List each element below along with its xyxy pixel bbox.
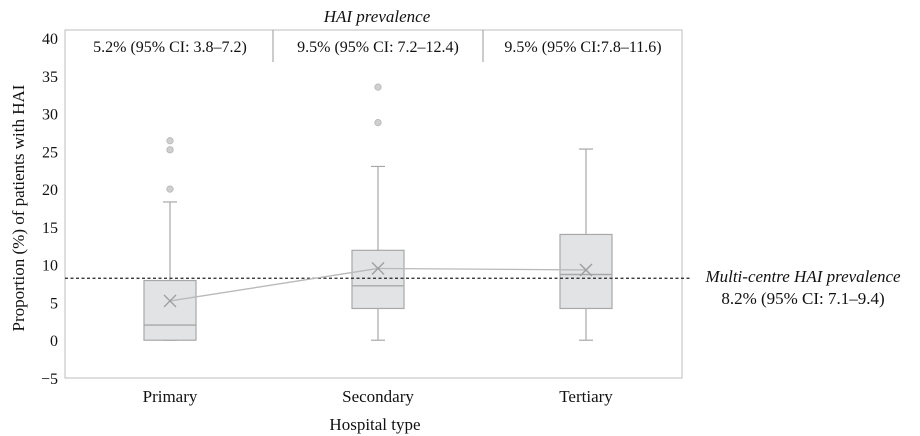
outlier-point: [166, 137, 174, 145]
y-tick-label: −5: [41, 371, 58, 388]
y-tick-label: 15: [42, 220, 58, 237]
plot-frame: [64, 29, 683, 379]
y-tick-label: 40: [42, 31, 58, 48]
prevalence-label-tertiary: 9.5% (95% CI:7.8–11.6): [504, 39, 661, 56]
y-tick-label: 25: [42, 144, 58, 161]
outlier-point: [374, 119, 382, 127]
chart-title: HAI prevalence: [323, 7, 431, 26]
reference-line-label: Multi-centre HAI prevalence: [704, 267, 901, 286]
outlier-point: [374, 83, 382, 91]
mean-marker: [371, 261, 385, 275]
box-tertiary: [559, 148, 613, 341]
outlier-point: [166, 185, 174, 193]
y-tick-label: 0: [50, 333, 58, 350]
box-series: [143, 83, 613, 341]
x-tick-label: Tertiary: [559, 387, 613, 406]
y-tick-label: 30: [42, 107, 58, 124]
reference-line-sublabel: 8.2% (95% CI: 7.1–9.4): [721, 289, 884, 308]
x-tick-label: Secondary: [342, 387, 414, 406]
y-tick-label: 10: [42, 258, 58, 275]
prevalence-header: 5.2% (95% CI: 3.8–7.2) 9.5% (95% CI: 7.2…: [93, 39, 661, 56]
x-tick-label: Primary: [143, 387, 198, 406]
iqr-box: [351, 249, 405, 310]
y-axis-title: Proportion (%) of patients with HAI: [9, 84, 28, 331]
mean-marker: [163, 294, 177, 308]
iqr-box: [143, 279, 197, 341]
iqr-box: [559, 233, 613, 310]
x-axis-ticks: Primary Secondary Tertiary: [143, 387, 614, 406]
mean-line-group: [163, 261, 593, 308]
box-primary: [143, 137, 197, 341]
prevalence-label-secondary: 9.5% (95% CI: 7.2–12.4): [297, 39, 459, 56]
y-tick-label: 5: [50, 295, 58, 312]
y-axis-ticks: −5 0 5 10 15 20 25 30 35 40: [41, 31, 58, 388]
y-tick-label: 20: [42, 182, 58, 199]
x-axis-title: Hospital type: [329, 415, 420, 434]
outlier-point: [166, 146, 174, 154]
plot-border: [64, 29, 683, 379]
y-tick-label: 35: [42, 69, 58, 86]
mean-marker: [579, 263, 593, 277]
box-secondary: [351, 83, 405, 341]
prevalence-label-primary: 5.2% (95% CI: 3.8–7.2): [93, 39, 247, 56]
